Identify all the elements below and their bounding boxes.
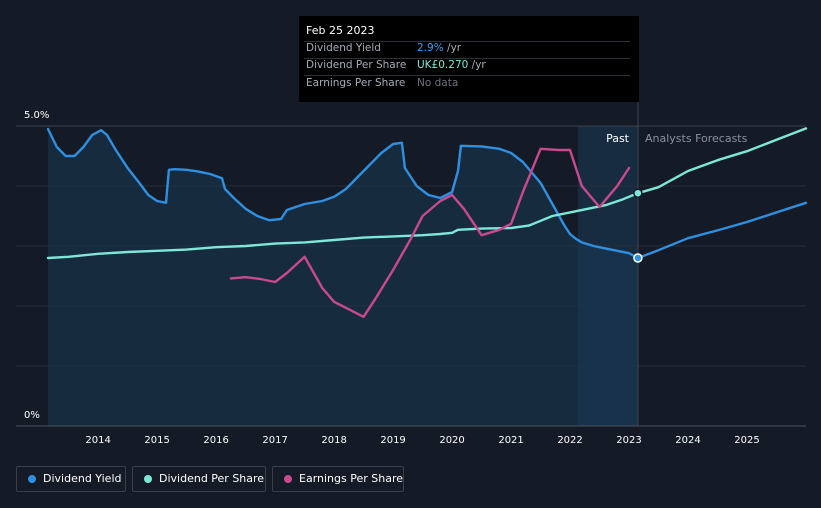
tooltip-divider — [304, 41, 630, 42]
past-label: Past — [606, 132, 630, 145]
dividend-per-share-line — [46, 192, 640, 260]
series-lines — [46, 127, 808, 318]
x-tick-label: 2020 — [439, 435, 464, 446]
legend-dot-icon — [284, 475, 292, 483]
legend-label: Dividend Per Share — [159, 472, 265, 485]
x-tick-label: 2014 — [85, 435, 110, 446]
legend-earnings-per-share[interactable]: Earnings Per Share — [272, 466, 404, 492]
x-tick-label: 2016 — [203, 435, 228, 446]
tooltip-value: UK£0.270 /yr — [417, 59, 486, 71]
dividend-yield-line — [46, 127, 640, 260]
tooltip: Feb 25 2023 Dividend Yield 2.9% /yr Divi… — [299, 16, 639, 102]
x-tick-label: 2022 — [557, 435, 582, 446]
x-tick-label: 2017 — [262, 435, 287, 446]
tooltip-row-dividend-per-share: Dividend Per Share UK£0.270 /yr — [299, 57, 630, 75]
tooltip-row-dividend-yield: Dividend Yield 2.9% /yr — [299, 40, 630, 58]
legend-label: Earnings Per Share — [299, 472, 404, 485]
earnings-per-share-line — [229, 147, 631, 318]
x-tick-label: 2015 — [144, 435, 169, 446]
x-tick-label: 2024 — [675, 435, 700, 446]
legend-dot-icon — [144, 475, 152, 483]
y-tick-label-bottom: 0% — [24, 410, 40, 421]
dividend-yield-forecast-line — [636, 201, 808, 260]
dividend-yield-area — [48, 129, 638, 426]
y-tick-label-top: 5.0% — [24, 110, 49, 121]
tooltip-date: Feb 25 2023 — [306, 24, 375, 37]
tooltip-divider — [304, 58, 630, 59]
x-tick-label: 2018 — [321, 435, 346, 446]
tooltip-label: Dividend Yield — [306, 42, 381, 54]
tooltip-value: 2.9% /yr — [417, 42, 462, 54]
tooltip-row-earnings-per-share: Earnings Per Share No data — [299, 75, 630, 93]
legend-label: Dividend Yield — [43, 472, 122, 485]
dividend-yield-marker[interactable] — [633, 253, 643, 263]
x-tick-label: 2025 — [734, 435, 759, 446]
x-axis-ticks: 2014 2015 2016 2017 2018 2019 2020 2021 2022 2023… — [85, 435, 759, 446]
dividend-per-share-forecast-line — [636, 127, 808, 195]
legend-dot-icon — [28, 475, 36, 483]
legend-dividend-yield[interactable]: Dividend Yield — [16, 466, 126, 492]
dividend-per-share-marker[interactable] — [633, 188, 643, 198]
tooltip-label: Dividend Per Share — [306, 59, 407, 71]
forecast-label: Analysts Forecasts — [645, 132, 748, 145]
tooltip-divider — [304, 75, 630, 76]
x-tick-label: 2023 — [616, 435, 641, 446]
x-tick-label: 2019 — [380, 435, 405, 446]
tooltip-label: Earnings Per Share — [306, 77, 406, 89]
x-tick-label: 2021 — [498, 435, 523, 446]
legend-dividend-per-share[interactable]: Dividend Per Share — [132, 466, 266, 492]
tooltip-value: No data — [417, 77, 459, 89]
